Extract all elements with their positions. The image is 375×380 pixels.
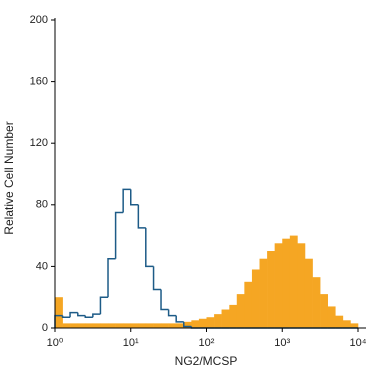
bar: [335, 315, 344, 328]
bar: [138, 323, 147, 328]
bar: [85, 323, 94, 328]
bar: [191, 320, 200, 328]
outline-step: [145, 227, 154, 268]
y-axis-label: Relative Cell Number: [2, 121, 16, 234]
outline-step: [114, 211, 124, 259]
y-tick-label: 120: [30, 137, 48, 149]
bar: [70, 323, 79, 328]
x-tick-label: 10¹: [123, 337, 139, 349]
bar: [244, 281, 253, 328]
outline-step: [84, 315, 93, 318]
bar: [115, 323, 124, 328]
bar: [168, 323, 177, 328]
bar: [221, 309, 230, 328]
bar: [282, 238, 291, 328]
outline-step: [152, 266, 162, 291]
bar: [327, 306, 336, 328]
bar: [297, 243, 306, 328]
y-tick-label: 160: [30, 76, 48, 88]
y-tick-label: 40: [36, 260, 48, 272]
bar: [62, 323, 71, 328]
x-tick-label: 10⁴: [350, 337, 367, 349]
bar: [304, 258, 313, 328]
outline-step: [69, 311, 78, 318]
outline-step: [122, 188, 131, 213]
bar: [198, 318, 207, 328]
x-tick-label: 10³: [274, 337, 290, 349]
outline-step: [167, 309, 177, 317]
bar: [267, 251, 275, 328]
x-axis-label: NG2/MCSP: [175, 354, 238, 368]
bar: [161, 323, 169, 328]
bar: [214, 314, 222, 328]
bar: [289, 235, 298, 328]
y-tick-label: 200: [30, 14, 48, 26]
bar: [145, 323, 154, 328]
bar: [183, 321, 192, 328]
x-tick-label: 10⁰: [47, 337, 64, 349]
bar: [130, 323, 139, 328]
bar: [320, 294, 328, 328]
y-tick-label: 80: [36, 199, 48, 211]
bar: [100, 323, 109, 328]
bar: [153, 323, 162, 328]
bar: [236, 294, 245, 328]
bar: [108, 323, 116, 328]
x-tick-label: 10²: [199, 337, 215, 349]
bar: [251, 269, 260, 328]
outline-step: [77, 312, 86, 317]
bar: [312, 277, 321, 328]
outline-step: [99, 296, 109, 315]
bar: [77, 323, 86, 328]
bar: [176, 323, 185, 328]
outline-step: [137, 204, 146, 229]
bar: [259, 258, 268, 328]
outline-step: [130, 189, 139, 206]
outline-step: [107, 257, 116, 298]
bar: [123, 323, 132, 328]
outline-step: [92, 313, 101, 318]
bar: [55, 297, 63, 328]
y-tick-label: 0: [42, 322, 48, 334]
bar: [229, 304, 238, 328]
outline-step: [175, 315, 184, 323]
bar: [274, 243, 283, 328]
bar: [342, 320, 351, 328]
bar: [206, 317, 215, 328]
outline-step: [183, 321, 192, 328]
outline-step: [160, 289, 169, 311]
outline-step: [61, 315, 71, 318]
bar: [92, 323, 101, 328]
bar: [350, 323, 359, 328]
